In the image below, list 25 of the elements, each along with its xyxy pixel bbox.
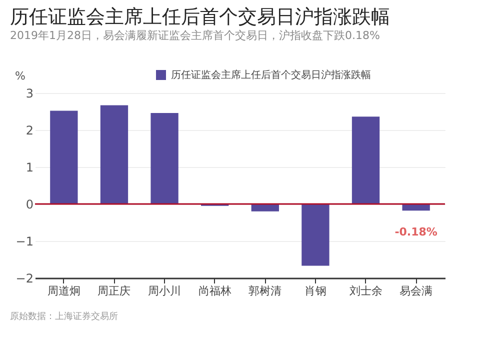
y-tick-label: 0: [26, 198, 34, 212]
y-tick-label: −1: [16, 234, 34, 248]
bar: [352, 116, 380, 204]
bar: [302, 204, 330, 266]
x-tick-label: 尚福林: [198, 284, 232, 298]
bar: [100, 105, 128, 204]
x-tick-label: 刘士余: [349, 284, 382, 298]
x-tick-label: 周小川: [148, 284, 182, 298]
y-tick-label: 3: [26, 86, 34, 100]
x-tick-label: 易会满: [400, 284, 433, 298]
bar: [50, 110, 78, 204]
x-tick-label: 周正庆: [98, 284, 131, 298]
x-tick-label: 周道炯: [47, 284, 80, 298]
bar: [150, 112, 178, 204]
x-tick-label: 肖钢: [304, 284, 326, 298]
legend-label: 历任证监会主席上任后首个交易日沪指涨跌幅: [171, 69, 371, 81]
y-axis-title: %: [15, 70, 26, 82]
chart-subtitle: 2019年1月28日，易会满履新证监会主席首个交易日，沪指收盘下跌0.18%: [10, 29, 380, 42]
y-tick-label: −2: [16, 272, 34, 286]
y-tick-label: 1: [26, 160, 34, 174]
data-label: -0.18%: [394, 226, 438, 239]
y-tick-label: 2: [26, 124, 34, 138]
text: 原始数据：上海证券交易所: [10, 311, 118, 322]
chart-title: 历任证监会主席上任后首个交易日沪指涨跌幅: [10, 6, 390, 28]
x-tick-label: 郭树清: [248, 284, 282, 298]
